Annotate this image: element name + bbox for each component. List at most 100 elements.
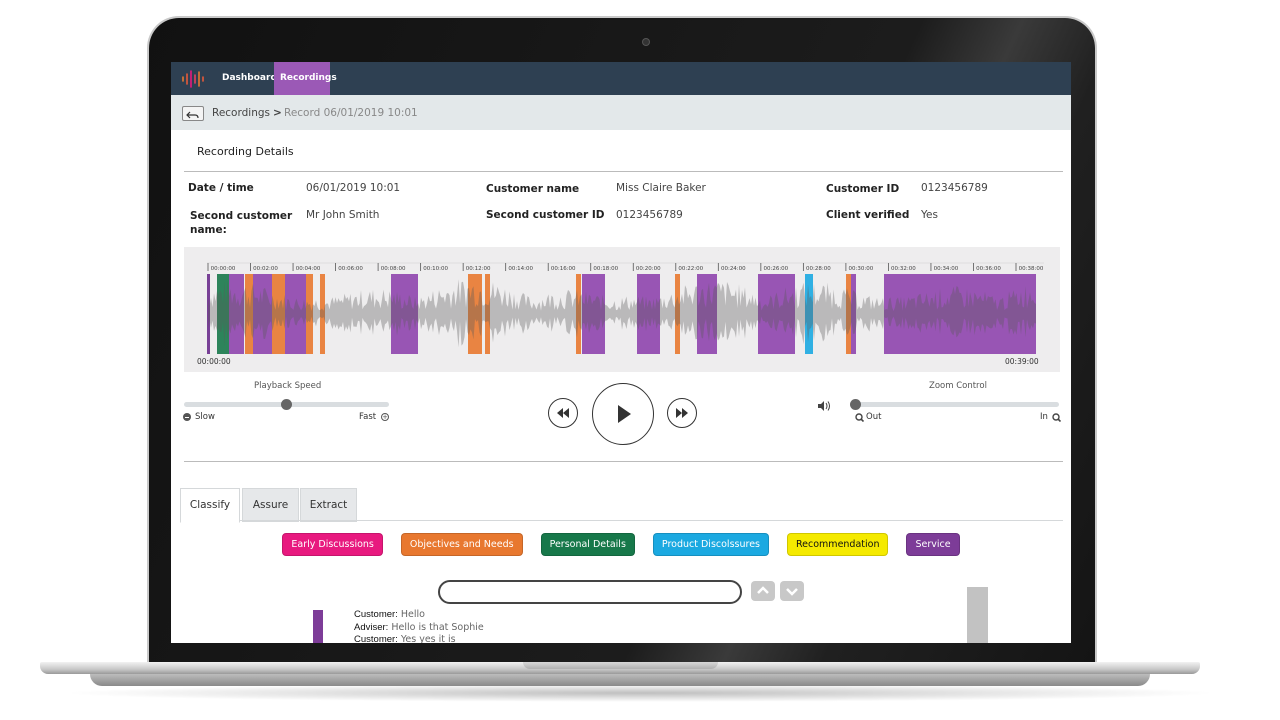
tab[interactable]: Assure [242, 488, 299, 522]
scrollbar[interactable] [967, 587, 988, 643]
tick-label: 00:10:00 [423, 266, 448, 272]
prev-button[interactable] [751, 581, 775, 601]
classification-segment [253, 274, 272, 354]
tab[interactable]: Extract [300, 488, 357, 522]
classification-segment [468, 274, 482, 354]
detail-label: Client verified [826, 209, 910, 221]
classification-segment [272, 274, 285, 354]
tick-label: 00:36:00 [976, 266, 1001, 272]
zoom-slider[interactable] [850, 402, 1059, 407]
tick-label: 00:32:00 [891, 266, 916, 272]
zoom-out-icon [855, 413, 864, 422]
play-icon [618, 405, 631, 423]
breadcrumb-current: Record 06/01/2019 10:01 [284, 107, 418, 119]
classification-segment [675, 274, 680, 354]
breadcrumb-bar: Recordings > Record 06/01/2019 10:01 [171, 95, 1071, 130]
classification-segment [245, 274, 253, 354]
plus-icon: + [381, 413, 389, 421]
search-input[interactable] [438, 580, 742, 604]
laptop-base [90, 674, 1150, 686]
classification-segment [576, 274, 581, 354]
breadcrumb-separator: > [273, 107, 282, 119]
tag-button[interactable]: Personal Details [540, 533, 635, 556]
volume-icon[interactable] [817, 400, 831, 412]
tick-label: 00:12:00 [465, 266, 491, 272]
next-button[interactable] [780, 581, 804, 601]
tab-underline [239, 520, 1063, 521]
segment-marker [313, 610, 323, 643]
utterance: Yes yes it is [400, 634, 456, 643]
detail-label: Second customer name: [190, 210, 293, 236]
divider [184, 171, 1063, 172]
tick-label: 00:28:00 [806, 266, 831, 272]
speaker: Customer: [354, 634, 398, 643]
back-icon [186, 111, 199, 119]
utterance: Hello [400, 609, 425, 620]
forward-button[interactable] [667, 398, 697, 428]
tick-label: 00:00:00 [210, 266, 236, 272]
tick-label: 00:20:00 [635, 266, 661, 272]
nav-dashboard[interactable]: Dashboard [222, 73, 277, 83]
slider-min: Slow [195, 412, 215, 422]
tab-active[interactable]: Classify [180, 488, 240, 523]
tick-label: 00:24:00 [720, 266, 746, 272]
detail-value: 0123456789 [616, 209, 683, 221]
zoom-in-icon [1052, 413, 1061, 422]
tick-label: 00:02:00 [253, 266, 278, 272]
tick-label: 00:04:00 [295, 266, 321, 272]
tick-label: 00:18:00 [593, 266, 619, 272]
tag-button[interactable]: Recommendation [787, 533, 889, 556]
back-button[interactable] [182, 106, 204, 121]
classification-segment [637, 274, 660, 354]
slider-max: Fast [359, 412, 377, 422]
play-button[interactable] [592, 383, 654, 445]
zoom-min: Out [866, 412, 882, 422]
nav-bar: Dashboard Recordings [171, 62, 1071, 95]
classification-segment [217, 274, 229, 354]
playback-label: Playback Speed [254, 381, 322, 391]
speaker: Adviser: [354, 621, 389, 633]
tag-button[interactable]: Service [906, 533, 960, 556]
classification-segment [306, 274, 313, 354]
tick-label: 00:30:00 [848, 266, 874, 272]
tag-row: Early Discussions Objectives and Needs Per… [171, 533, 1071, 556]
tag-button[interactable]: Early Discussions [282, 533, 383, 556]
screen: Dashboard Recordings Recordings > Record… [171, 62, 1071, 643]
slider-knob[interactable] [850, 399, 861, 410]
detail-value: 06/01/2019 10:01 [306, 182, 401, 194]
classification-segment [285, 274, 306, 354]
tick-label: 00:26:00 [763, 266, 789, 272]
waveform-panel[interactable]: 00:00:00 00:02:00 00:04:00 00:06:00 00:08:00… [184, 247, 1060, 372]
divider [184, 461, 1063, 462]
rewind-button[interactable] [548, 398, 578, 428]
up-icon [757, 586, 769, 594]
slider-knob[interactable] [281, 399, 292, 410]
transcript-line: Customer: Hello [354, 609, 484, 622]
waveform-path [208, 279, 1036, 348]
timeline-end: 00:39:00 [1005, 357, 1039, 366]
classification-segment [391, 274, 418, 354]
transcript: Customer: Hello Adviser: Hello is that So… [354, 609, 484, 643]
detail-label: Customer ID [826, 183, 900, 195]
minus-icon [183, 413, 191, 421]
detail-label: Date / time [188, 182, 254, 194]
detail-value: Yes [921, 209, 938, 221]
tag-button[interactable]: Product Discolssures [652, 533, 769, 556]
tick-label: 00:14:00 [508, 266, 534, 272]
classification-segment [697, 274, 717, 354]
down-icon [786, 588, 798, 596]
section-title: Recording Details [197, 145, 294, 158]
zoom-max: In [1040, 412, 1048, 422]
detail-label: Customer name [486, 183, 580, 195]
detail-value: Mr John Smith [306, 209, 380, 221]
classification-segment [207, 274, 210, 354]
breadcrumb-link[interactable]: Recordings [212, 107, 270, 119]
nav-recordings[interactable]: Recordings [274, 62, 337, 95]
classification-segment [758, 274, 795, 354]
classification-segment [805, 274, 813, 354]
laptop-notch [523, 662, 718, 669]
transcript-line: Adviser: Hello is that Sophie [354, 622, 484, 635]
tick-label: 00:08:00 [380, 266, 406, 272]
tag-button[interactable]: Objectives and Needs [400, 533, 523, 556]
